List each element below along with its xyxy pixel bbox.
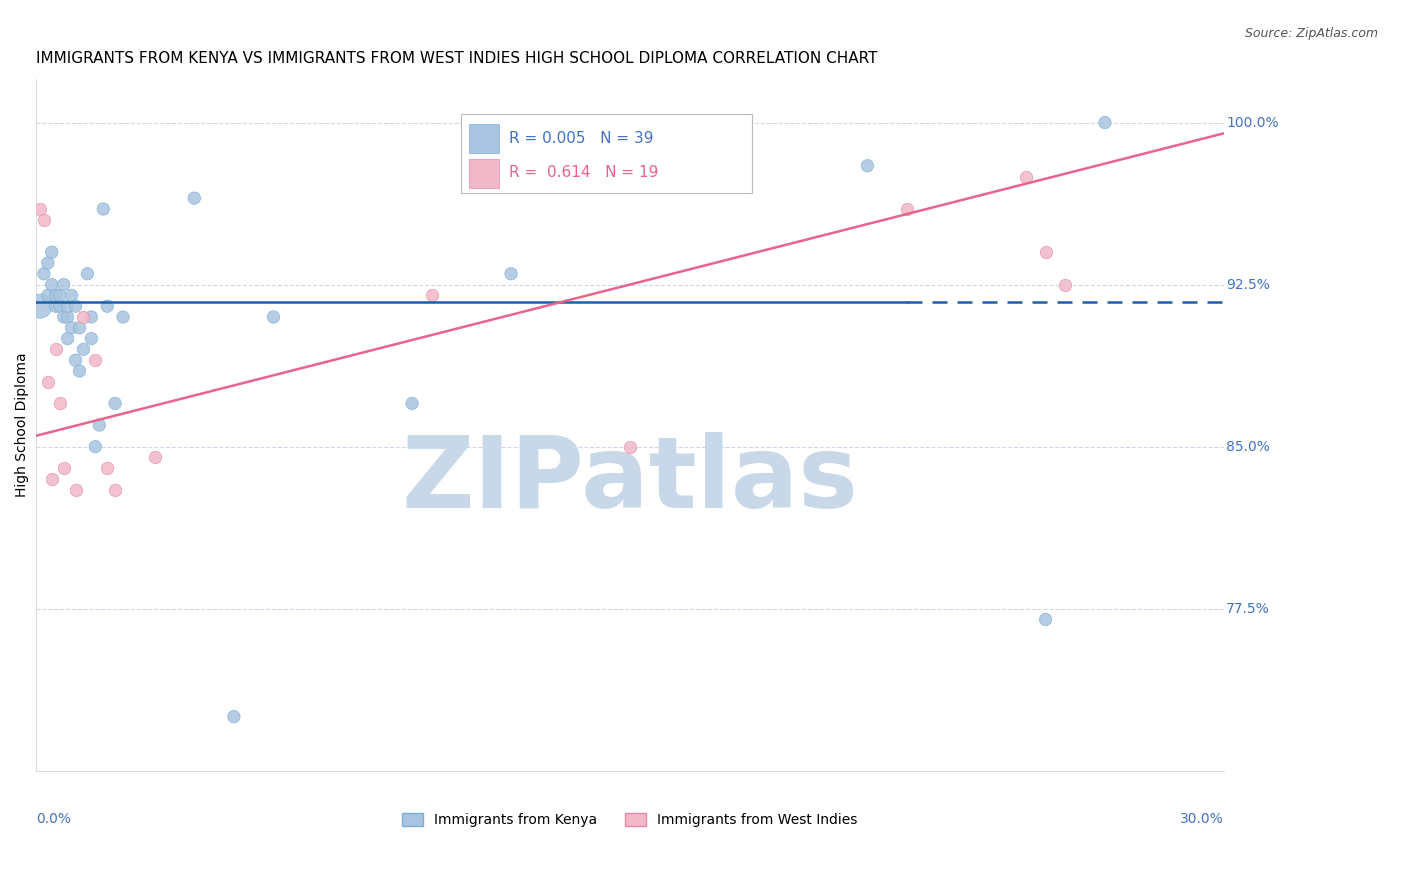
Point [69, 364, 91, 378]
Point [72, 310, 94, 324]
Point [52, 310, 75, 324]
FancyBboxPatch shape [470, 124, 499, 152]
Point [80, 332, 103, 346]
Point [28, 299, 51, 313]
Text: Source: ZipAtlas.com: Source: ZipAtlas.com [1244, 27, 1378, 40]
Point [52, 461, 75, 475]
Text: R =  0.614   N = 19: R = 0.614 N = 19 [509, 165, 658, 180]
Point [37, 256, 59, 270]
FancyBboxPatch shape [470, 159, 499, 188]
Point [76, 267, 98, 281]
Point [84, 440, 107, 454]
Point [56, 310, 79, 324]
Point [48, 288, 70, 302]
Text: 85.0%: 85.0% [1226, 440, 1270, 454]
Point [263, 310, 285, 324]
Y-axis label: High School Diploma: High School Diploma [15, 352, 30, 498]
Point [499, 267, 522, 281]
Point [60, 288, 83, 302]
Point [143, 450, 166, 465]
FancyBboxPatch shape [470, 124, 499, 153]
Point [89, 417, 111, 432]
Point [37, 375, 59, 389]
Text: 77.5%: 77.5% [1226, 601, 1270, 615]
FancyBboxPatch shape [461, 114, 752, 194]
Point [45, 299, 67, 313]
Point [420, 288, 443, 302]
Point [1015, 169, 1038, 184]
Point [856, 159, 879, 173]
Point [60, 320, 83, 334]
FancyBboxPatch shape [470, 159, 499, 186]
Point [1054, 277, 1077, 292]
Point [48, 299, 70, 313]
Point [45, 288, 67, 302]
Point [45, 343, 67, 357]
Point [104, 483, 127, 497]
Point [896, 202, 918, 216]
Point [1035, 612, 1057, 626]
Point [80, 310, 103, 324]
Point [1094, 115, 1116, 129]
Point [65, 483, 87, 497]
Point [69, 320, 91, 334]
Point [28, 202, 51, 216]
Text: R =  0.614   N = 19: R = 0.614 N = 19 [505, 165, 654, 180]
Legend: Immigrants from Kenya, Immigrants from West Indies: Immigrants from Kenya, Immigrants from W… [396, 808, 863, 833]
Point [96, 461, 118, 475]
Text: R = 0.005   N = 39: R = 0.005 N = 39 [509, 130, 654, 145]
Point [619, 440, 641, 454]
Point [41, 472, 63, 486]
Text: R = 0.005   N = 39: R = 0.005 N = 39 [505, 130, 650, 145]
Point [91, 202, 114, 216]
Point [41, 245, 63, 260]
Point [104, 396, 127, 410]
Point [48, 396, 70, 410]
Point [56, 332, 79, 346]
Point [1035, 245, 1057, 260]
Point [37, 288, 59, 302]
Point [72, 343, 94, 357]
Point [96, 299, 118, 313]
Point [65, 299, 87, 313]
Point [65, 353, 87, 368]
Title: IMMIGRANTS FROM KENYA VS IMMIGRANTS FROM WEST INDIES HIGH SCHOOL DIPLOMA CORRELA: IMMIGRANTS FROM KENYA VS IMMIGRANTS FROM… [37, 51, 877, 66]
Point [222, 709, 245, 723]
Point [84, 353, 107, 368]
Text: ZIPatlas: ZIPatlas [401, 432, 858, 529]
Point [183, 191, 205, 205]
Point [56, 299, 79, 313]
Point [32, 212, 55, 227]
Text: 100.0%: 100.0% [1226, 116, 1278, 129]
Point [401, 396, 423, 410]
Point [52, 277, 75, 292]
Text: 0.0%: 0.0% [37, 812, 70, 826]
Point [32, 267, 55, 281]
Text: 92.5%: 92.5% [1226, 277, 1270, 292]
Text: 30.0%: 30.0% [1180, 812, 1223, 826]
Point [112, 310, 135, 324]
Point [41, 277, 63, 292]
